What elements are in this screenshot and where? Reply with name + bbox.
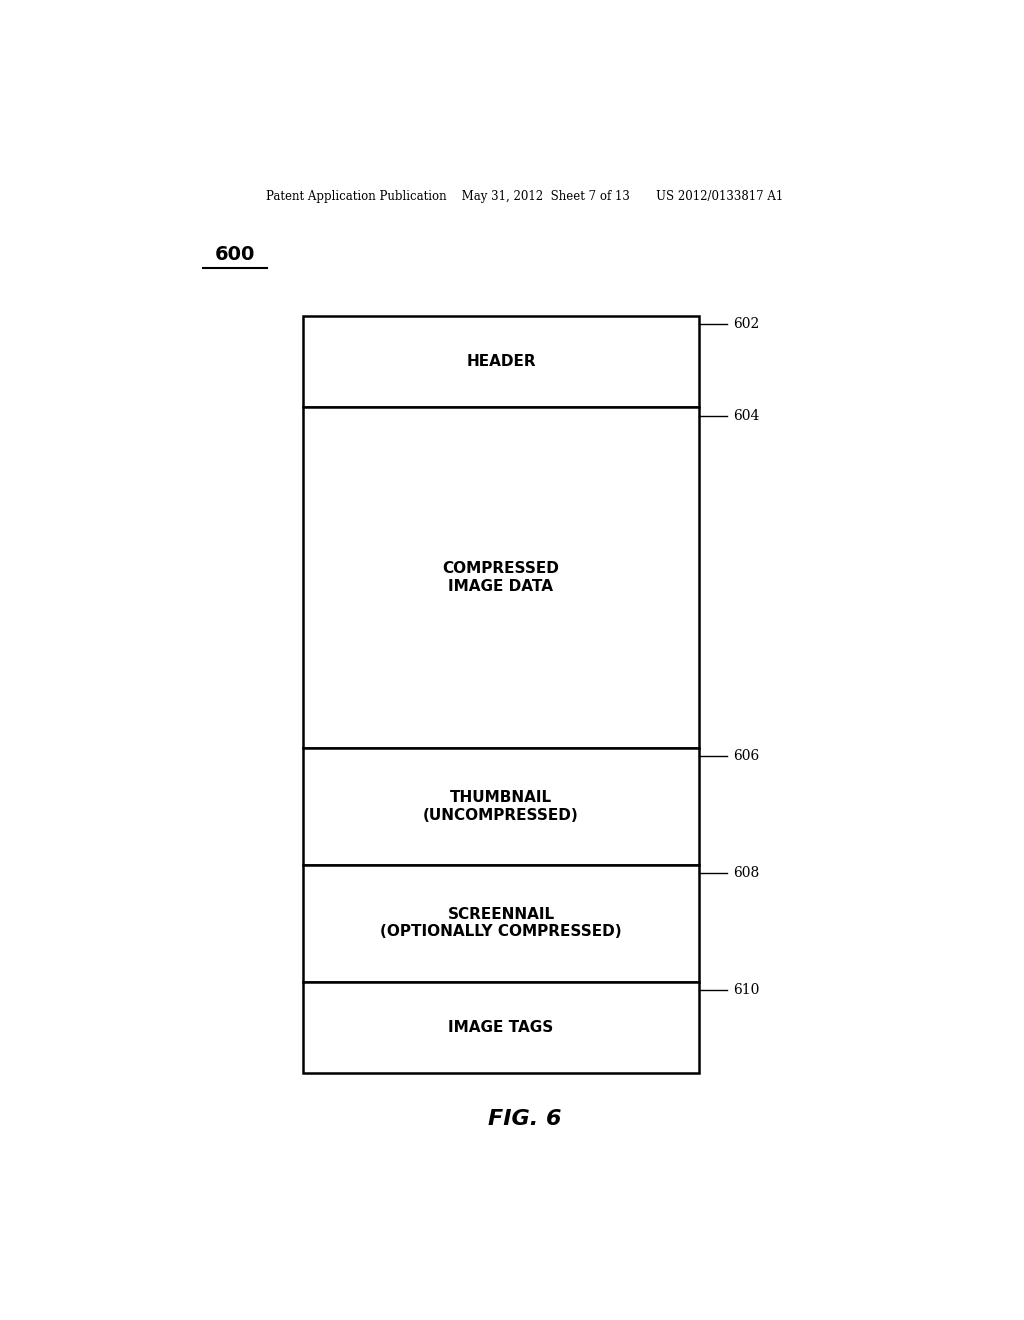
Bar [303,748,699,865]
Text: 608: 608 [733,866,759,880]
Bar [303,982,699,1073]
Text: 600: 600 [215,246,255,264]
Bar [303,315,699,408]
Text: THUMBNAIL
(UNCOMPRESSED): THUMBNAIL (UNCOMPRESSED) [423,791,579,822]
Text: FIG. 6: FIG. 6 [488,1109,561,1129]
Bar [303,408,699,748]
Text: SCREENNAIL
(OPTIONALLY COMPRESSED): SCREENNAIL (OPTIONALLY COMPRESSED) [380,907,622,940]
Text: 606: 606 [733,748,759,763]
Text: 602: 602 [733,317,759,331]
Text: COMPRESSED
IMAGE DATA: COMPRESSED IMAGE DATA [442,561,559,594]
Text: 610: 610 [733,983,759,997]
Text: 604: 604 [733,409,759,422]
Text: Patent Application Publication    May 31, 2012  Sheet 7 of 13       US 2012/0133: Patent Application Publication May 31, 2… [266,190,783,202]
Bar [303,865,699,982]
Text: IMAGE TAGS: IMAGE TAGS [449,1020,554,1035]
Text: HEADER: HEADER [466,354,536,370]
